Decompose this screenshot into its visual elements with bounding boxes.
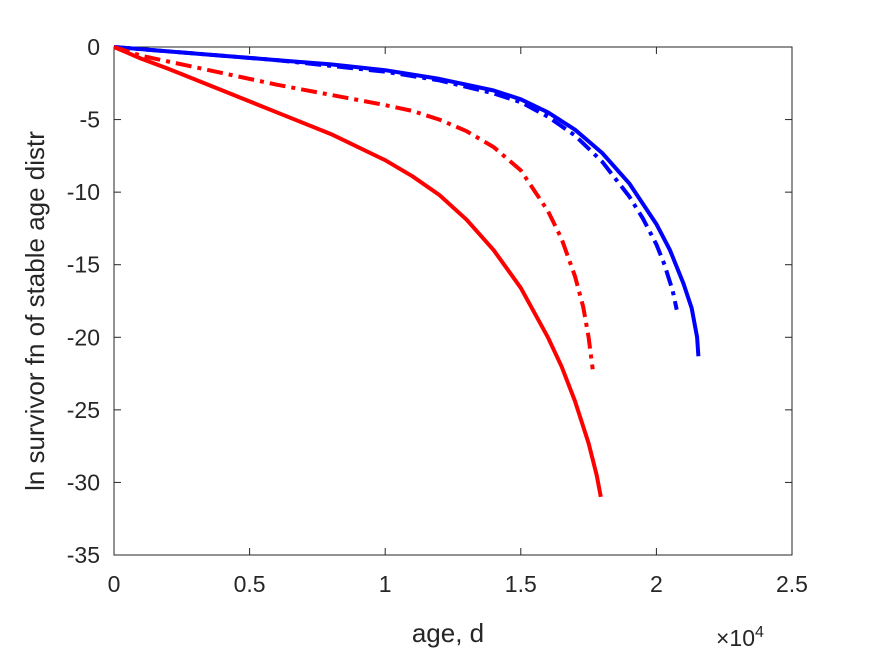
y-tick-label: -35 bbox=[67, 542, 100, 568]
x-tick-label: 1.5 bbox=[505, 571, 537, 597]
x-axis-multiplier-exponent: 4 bbox=[755, 624, 764, 641]
series-line-2 bbox=[113, 45, 679, 311]
plot-area bbox=[113, 46, 793, 556]
x-axis-multiplier-base: ×10 bbox=[716, 625, 755, 651]
x-tick-label: 0 bbox=[108, 571, 121, 597]
y-tick-label: -30 bbox=[67, 469, 100, 495]
series-line-4 bbox=[113, 45, 603, 498]
y-tick-label: -15 bbox=[67, 252, 100, 278]
y-tick-label: -25 bbox=[67, 397, 100, 423]
x-tick-label: 2.5 bbox=[776, 571, 808, 597]
y-tick-label: -10 bbox=[67, 179, 100, 205]
y-tick-label: -5 bbox=[80, 107, 100, 133]
axis-ticks: 0 0.5 1 1.5 2 2.5 0 -5 -10 -15 -20 -25 -30 -35 bbox=[67, 34, 808, 597]
x-axis-label: age, d bbox=[412, 618, 484, 648]
y-tick-label: -20 bbox=[67, 324, 100, 350]
x-tick-label: 2 bbox=[650, 571, 663, 597]
y-tick-label: 0 bbox=[87, 34, 100, 60]
x-axis-multiplier: ×104 bbox=[716, 624, 764, 651]
x-tick-label: 0.5 bbox=[234, 571, 266, 597]
y-axis-label: ln survivor fn of stable age distr bbox=[20, 131, 50, 491]
x-tick-label: 1 bbox=[379, 571, 392, 597]
series-group bbox=[113, 45, 701, 498]
series-line-3 bbox=[113, 45, 595, 370]
